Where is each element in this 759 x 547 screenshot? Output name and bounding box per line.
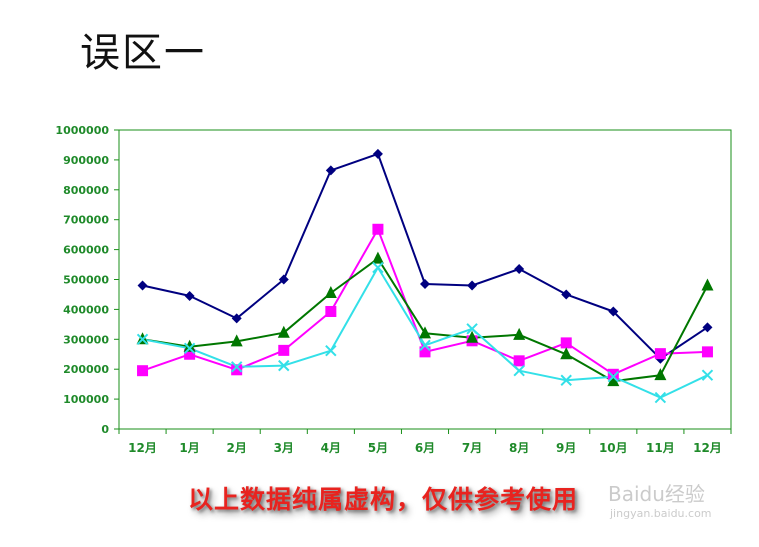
data-point-x [560, 374, 572, 386]
data-point-diamond [702, 322, 713, 333]
data-point-x [230, 361, 243, 373]
data-point-square [137, 365, 149, 377]
data-point-square [325, 305, 337, 317]
data-point-x [607, 370, 620, 383]
data-point-diamond [514, 264, 525, 275]
data-point-triangle [371, 251, 384, 264]
data-point-x [513, 364, 525, 377]
data-point-square [513, 355, 525, 367]
data-point-square [701, 346, 713, 358]
data-point-triangle [466, 330, 479, 343]
data-point-x [325, 344, 337, 357]
data-point-x [136, 333, 149, 346]
data-point-x [278, 359, 290, 372]
data-point-x [419, 339, 431, 351]
x-tick-label: 12月 [693, 441, 722, 455]
y-tick-label: 900000 [63, 154, 109, 167]
x-tick-label: 4月 [321, 441, 341, 455]
data-point-x [372, 261, 384, 274]
x-tick-label: 10月 [599, 441, 628, 455]
data-point-triangle [324, 285, 337, 298]
data-point-square [560, 337, 572, 349]
y-tick-label: 0 [101, 423, 109, 436]
y-tick-label: 800000 [63, 184, 109, 197]
y-tick-label: 600000 [63, 244, 109, 257]
x-tick-label: 8月 [509, 441, 529, 455]
x-tick-label: 11月 [646, 441, 675, 455]
watermark-logo: Baidu经验 jingyan.baidu.com [608, 478, 712, 520]
y-tick-label: 1000000 [55, 124, 109, 137]
data-point-triangle [560, 347, 573, 360]
data-point-diamond [137, 280, 148, 291]
x-tick-label: 7月 [462, 441, 482, 455]
x-tick-label: 12月 [128, 441, 157, 455]
data-point-x [701, 369, 714, 381]
data-point-square [231, 364, 243, 376]
y-tick-label: 400000 [63, 303, 109, 316]
data-point-diamond [278, 274, 289, 285]
data-point-triangle [277, 325, 290, 338]
y-tick-label: 100000 [63, 393, 109, 406]
y-tick-label: 200000 [63, 363, 109, 376]
data-point-triangle [183, 339, 196, 352]
data-point-diamond [561, 289, 572, 300]
data-point-triangle [607, 374, 620, 387]
data-point-square [654, 348, 666, 360]
data-point-x [466, 323, 478, 335]
data-point-triangle [701, 278, 714, 291]
data-point-triangle [654, 368, 667, 381]
data-point-diamond [608, 306, 619, 317]
y-tick-label: 300000 [63, 333, 109, 346]
data-point-diamond [467, 280, 478, 291]
data-point-x [654, 391, 667, 404]
x-tick-label: 9月 [556, 441, 576, 455]
data-point-diamond [372, 148, 383, 159]
data-point-square [372, 223, 384, 235]
data-point-diamond [231, 313, 242, 324]
slide-title: 误区一 [80, 30, 206, 76]
data-point-diamond [420, 278, 430, 289]
data-point-diamond [325, 165, 336, 176]
x-tick-label: 1月 [179, 441, 199, 455]
data-point-x [183, 342, 196, 354]
x-tick-label: 5月 [368, 441, 388, 455]
disclaimer-caption: 以上数据纯属虚构，仅供参考使用 [188, 485, 579, 514]
y-tick-label: 500000 [63, 274, 109, 287]
x-tick-label: 2月 [227, 441, 247, 455]
data-point-diamond [184, 290, 195, 301]
x-tick-label: 3月 [274, 441, 294, 455]
data-point-triangle [230, 334, 243, 347]
line-chart: 0 100000 200000 300000 400000 500000 600000 700… [55, 124, 732, 455]
y-tick-label: 700000 [63, 214, 109, 227]
watermark-text: Baidu经验 [608, 482, 705, 506]
data-point-square [278, 344, 290, 356]
data-point-triangle [419, 326, 431, 339]
data-point-triangle [513, 327, 526, 340]
watermark-url: jingyan.baidu.com [610, 507, 712, 520]
x-tick-label: 6月 [415, 441, 435, 455]
data-point-square [419, 346, 431, 358]
data-point-square [184, 348, 196, 360]
